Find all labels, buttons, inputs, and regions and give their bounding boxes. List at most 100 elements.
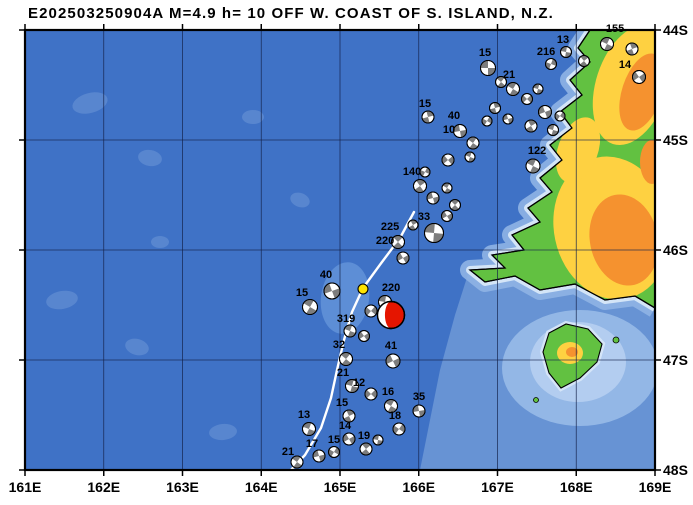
elevation-layer	[553, 30, 655, 300]
focal-mechanism-outline	[538, 105, 552, 119]
focal-mechanism	[372, 434, 384, 446]
latitude-label: 48S	[663, 462, 688, 478]
bathymetry-patch	[72, 92, 108, 114]
focal-mechanism: 33	[418, 211, 444, 243]
focal-mechanism-outline	[441, 182, 453, 194]
islet	[533, 397, 539, 403]
focal-mechanism: 12	[353, 377, 378, 401]
focal-mechanism	[524, 119, 538, 133]
focal-mechanism-outline	[392, 422, 406, 436]
focal-mechanism-quadrants	[489, 102, 501, 114]
focal-mechanism-outline	[560, 46, 572, 58]
focal-mechanism-outline	[413, 179, 427, 193]
focal-mechanism: 14	[619, 59, 646, 84]
focal-mechanism: 40	[448, 110, 467, 138]
focal-mechanism-outline	[302, 299, 318, 315]
bathymetry-patch	[151, 236, 169, 248]
focal-mechanism-label: 216	[537, 46, 555, 58]
focal-mechanism-quadrants	[341, 352, 351, 366]
focal-mechanism-outline	[364, 387, 378, 401]
focal-mechanism	[441, 210, 453, 222]
elevation-patch	[619, 53, 655, 131]
focal-mechanism-quadrants	[427, 192, 439, 204]
focal-mechanism-quadrants	[373, 435, 383, 445]
focal-mechanism-outline	[419, 166, 431, 178]
focal-mechanism-outline	[290, 455, 304, 469]
focal-mechanism: 140	[403, 166, 427, 193]
focal-mechanism-quadrants	[313, 450, 325, 462]
focal-mechanism-outline	[464, 151, 476, 163]
focal-mechanism-quadrants	[343, 433, 355, 445]
epicenter-dot	[357, 283, 369, 295]
focal-mechanism: 15	[328, 434, 340, 458]
main-event-mechanism	[376, 300, 406, 330]
map-frame	[23, 28, 657, 472]
focal-mechanism-quadrants	[482, 116, 492, 126]
focal-mechanism-outline	[342, 409, 356, 423]
bathymetry-patch	[125, 338, 149, 356]
focal-mechanism	[532, 83, 544, 95]
focal-mechanism-label: 15	[419, 98, 431, 110]
focal-mechanism-outline	[391, 235, 405, 249]
bathymetry-patch	[320, 262, 370, 334]
focal-mechanism: 319	[337, 313, 357, 338]
land-layer	[468, 30, 655, 403]
focal-mechanism-outline	[412, 404, 426, 418]
focal-mechanism-quadrants	[343, 410, 355, 422]
focal-mechanism	[358, 330, 370, 342]
islet	[612, 336, 620, 344]
focal-mechanism-outline	[323, 282, 341, 300]
focal-mechanism: 122	[525, 145, 546, 174]
bathymetry-patch	[242, 110, 264, 124]
bathymetry-patch	[209, 423, 237, 441]
focal-mechanism-outline	[345, 379, 359, 393]
focal-mechanism-quadrants	[441, 211, 453, 221]
focal-mechanism-quadrants	[344, 325, 356, 337]
focal-mechanism: 14	[339, 420, 356, 446]
focal-mechanism-label: 18	[389, 410, 401, 422]
focal-mechanism-outline	[632, 70, 646, 84]
focal-mechanism-quadrants	[545, 58, 557, 70]
focal-mechanism	[489, 102, 501, 114]
focal-mechanism: 10	[443, 124, 480, 150]
focal-mechanism-outline	[441, 153, 455, 167]
focal-mechanism-label: 14	[339, 420, 352, 432]
focal-mechanism-outline	[407, 219, 419, 231]
focal-mechanism	[407, 219, 419, 231]
elevation-patch	[589, 194, 655, 286]
focal-mechanism: 15	[296, 287, 318, 315]
focal-mechanism-label: 12	[353, 377, 365, 389]
focal-mechanism-outline	[396, 251, 410, 265]
focal-mechanism-outline	[441, 210, 453, 222]
focal-mechanism-outline	[424, 223, 444, 243]
focal-mechanism-quadrants	[525, 120, 537, 132]
focal-mechanism-quadrants	[538, 105, 552, 119]
focal-mechanism-label: 35	[413, 391, 425, 403]
latitude-label: 44S	[663, 22, 688, 38]
focal-mechanism-label: 15	[328, 434, 340, 446]
focal-mechanism-outline	[372, 434, 384, 446]
focal-mechanism-quadrants	[302, 422, 316, 436]
focal-mechanism: 32	[333, 339, 353, 366]
focal-mechanism-quadrants	[626, 43, 638, 55]
focal-mechanism-quadrants	[408, 220, 418, 230]
focal-mechanism-quadrants	[324, 283, 340, 299]
latitude-label: 45S	[663, 132, 688, 148]
focal-mechanism	[364, 304, 378, 318]
focal-mechanism-quadrants	[526, 159, 540, 173]
focal-mechanism-quadrants	[507, 82, 519, 96]
focal-mechanism	[449, 199, 461, 211]
focal-mechanism-quadrants	[503, 114, 513, 124]
focal-mechanism-label: 40	[320, 269, 332, 281]
focal-mechanism-outline	[521, 93, 533, 105]
focal-mechanism-quadrants	[328, 447, 340, 457]
focal-mechanism: 35	[412, 391, 426, 418]
focal-mechanism: 15	[336, 397, 356, 423]
focal-mechanism-quadrants	[385, 399, 397, 413]
main-event-white-lobe	[377, 301, 391, 329]
focal-mechanism-outline	[502, 113, 514, 125]
focal-mechanism-quadrants	[468, 137, 478, 149]
